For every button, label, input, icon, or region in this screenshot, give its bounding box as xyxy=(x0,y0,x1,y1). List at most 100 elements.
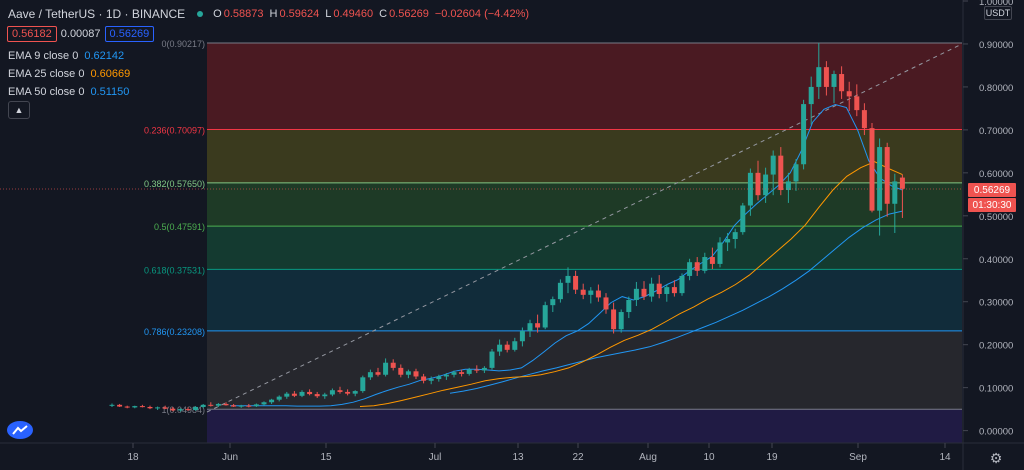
candle-body xyxy=(291,393,297,396)
candle-body xyxy=(557,282,563,300)
candle-body xyxy=(459,372,465,374)
candle-body xyxy=(162,407,168,409)
time-tick-label: 18 xyxy=(127,452,139,463)
price-tick-label: 0.00000 xyxy=(979,427,1013,438)
candle-body xyxy=(763,174,769,196)
candle-body xyxy=(489,351,495,368)
ema25-legend[interactable]: EMA 25 close 0 0.60669 xyxy=(8,68,130,80)
candle-body xyxy=(170,408,176,411)
candle-body xyxy=(185,409,191,411)
fib-zone xyxy=(207,269,962,331)
ema9-legend[interactable]: EMA 9 close 0 0.62142 xyxy=(8,50,124,62)
candle-body xyxy=(770,155,776,175)
candle-body xyxy=(231,405,237,407)
candles xyxy=(109,43,905,412)
candle-body xyxy=(352,391,358,394)
price-axis[interactable]: 1.00000 0.90000 0.80000 0.70000 0.60000 0.500… xyxy=(963,0,1013,438)
candle-body xyxy=(679,275,685,294)
candle-body xyxy=(375,372,381,375)
candle-body xyxy=(276,396,282,400)
candle-body xyxy=(512,341,518,350)
time-tick-label: 22 xyxy=(572,452,584,463)
low-value: 0.49460 xyxy=(333,8,374,20)
candle-body xyxy=(709,257,715,264)
candle-body xyxy=(839,74,845,92)
fib-trend-line[interactable] xyxy=(206,43,963,413)
time-tick-label: 15 xyxy=(320,452,332,463)
candle-body xyxy=(740,205,746,233)
fib-level-label: 0.382(0.57650) xyxy=(144,179,205,189)
candle-body xyxy=(702,257,708,271)
fib-retracement-zones xyxy=(207,43,962,443)
candle-body xyxy=(284,393,290,397)
time-axis[interactable]: 18 Jun 15 Jul 13 22 Aug 10 19 Sep 14 xyxy=(127,443,951,463)
ema50-legend[interactable]: EMA 50 close 0 0.51150 xyxy=(8,86,129,98)
candle-body xyxy=(801,104,807,165)
price-tick-label: 0.60000 xyxy=(979,169,1013,180)
candle-body xyxy=(367,372,373,378)
open-value: 0.58873 xyxy=(223,8,264,20)
candle-body xyxy=(451,372,457,375)
candle-body xyxy=(329,390,335,395)
candle-body xyxy=(899,177,905,189)
candle-body xyxy=(215,403,221,406)
price-tick-label: 0.20000 xyxy=(979,341,1013,352)
symbol-title[interactable]: Aave / TetherUS · 1D · BINANCE xyxy=(8,7,186,21)
candle-body xyxy=(466,369,472,374)
tradingview-logo[interactable] xyxy=(7,421,33,439)
close-label: C xyxy=(379,8,388,20)
time-tick-label: 19 xyxy=(766,452,778,463)
candle-body xyxy=(269,399,275,403)
candle-body xyxy=(671,287,677,294)
bid-price-button[interactable]: 0.56182 xyxy=(7,26,57,42)
candle-body xyxy=(504,344,510,350)
price-tick-label: 0.70000 xyxy=(979,126,1013,137)
candle-body xyxy=(337,390,343,392)
close-value: 0.56269 xyxy=(389,8,429,20)
gear-icon[interactable]: ⚙ xyxy=(989,450,1003,466)
candle-body xyxy=(253,404,259,407)
candle-body xyxy=(413,371,419,377)
candle-body xyxy=(481,367,487,371)
price-tick-label: 0.10000 xyxy=(979,384,1013,395)
ema50-label: EMA 50 close 0 xyxy=(8,86,85,98)
ema9-value: 0.62142 xyxy=(84,50,125,62)
fib-zone xyxy=(207,330,962,410)
ema25-line xyxy=(359,161,903,407)
candle-body xyxy=(550,299,556,306)
candle-body xyxy=(322,394,328,397)
candle-body xyxy=(626,300,632,313)
candle-body xyxy=(307,391,313,395)
fib-level-label: 1(0.04984) xyxy=(161,405,205,415)
fib-level-label: 0.5(0.47591) xyxy=(154,222,205,232)
candle-body xyxy=(580,289,586,295)
candle-body xyxy=(694,262,700,271)
chevron-up-icon: ▲ xyxy=(14,105,24,115)
candle-body xyxy=(588,290,594,295)
candle-body xyxy=(831,74,837,87)
candle-body xyxy=(238,405,244,407)
candle-body xyxy=(109,404,115,406)
currency-selector[interactable]: USDT xyxy=(984,6,1012,20)
candle-body xyxy=(877,147,883,211)
candle-body xyxy=(565,275,571,283)
candle-body xyxy=(428,379,434,381)
fib-level-label: 0.786(0.23208) xyxy=(144,327,205,337)
fib-retracement-lines xyxy=(207,42,962,410)
candle-body xyxy=(345,391,351,394)
symbol-legend: Aave / TetherUS · 1D · BINANCE O 0.58873 … xyxy=(8,6,529,22)
high-value: 0.59624 xyxy=(279,8,320,20)
ask-price-button[interactable]: 0.56269 xyxy=(104,26,155,42)
candle-body xyxy=(443,374,449,377)
time-tick-label: Sep xyxy=(849,452,867,463)
candle-body xyxy=(778,155,784,191)
candle-body xyxy=(649,283,655,297)
open-label: O xyxy=(213,8,222,20)
collapse-indicators-button[interactable]: ▲ xyxy=(8,101,30,119)
fib-zone xyxy=(207,409,962,443)
candle-body xyxy=(200,404,206,407)
ema-lines xyxy=(230,103,903,407)
time-tick-label: Aug xyxy=(639,452,657,463)
candle-body xyxy=(892,181,898,204)
